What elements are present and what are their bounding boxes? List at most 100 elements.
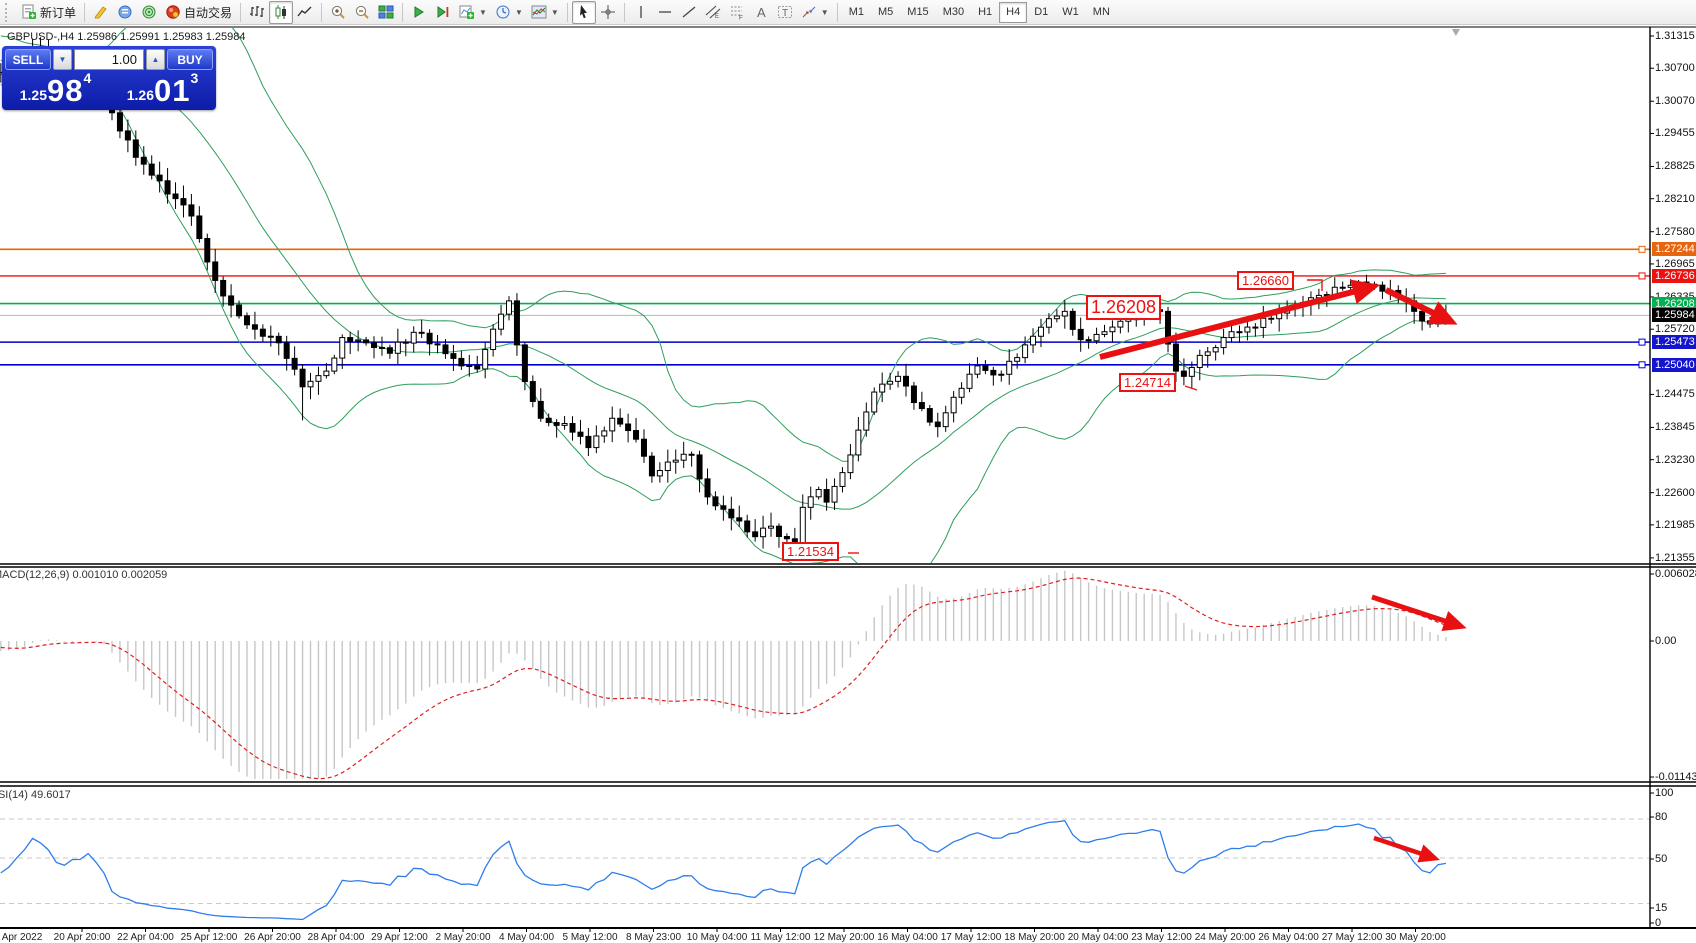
time-tick: 27 May 12:00 — [1321, 932, 1383, 943]
time-tick: 11 May 12:00 — [750, 932, 811, 943]
timeframe-mn-button[interactable]: MN — [1092, 6, 1110, 18]
chart-price-label[interactable]: 1.26660 — [1237, 271, 1294, 290]
vertical-line-button[interactable] — [629, 1, 653, 24]
mql-editor-button[interactable] — [89, 1, 113, 24]
chart-shift-button[interactable] — [431, 1, 455, 24]
chart-price-label[interactable]: 1.21534 — [782, 542, 839, 561]
clock-icon — [496, 5, 510, 19]
timeframe-m15-button[interactable]: M15 — [907, 6, 929, 18]
timeframe-h1-button[interactable]: H1 — [978, 6, 993, 18]
sell-button[interactable]: SELL — [5, 49, 51, 70]
price-tick: 1.29455 — [1655, 127, 1695, 140]
price-tick: 1.21985 — [1655, 518, 1695, 531]
zoom-out-button[interactable] — [350, 1, 374, 24]
trendline-button[interactable] — [677, 1, 701, 24]
auto-scroll-button[interactable] — [407, 1, 431, 24]
volume-decrease-button[interactable]: ▼ — [53, 49, 72, 70]
toolbar-separator — [240, 2, 242, 22]
timeframe-m30-button[interactable]: M30 — [942, 6, 965, 18]
shapes-button[interactable]: ▼ — [797, 1, 833, 24]
zoom-in-button[interactable] — [326, 1, 350, 24]
time-tick: 16 May 04:00 — [877, 932, 938, 943]
time-tick: 20 Apr 20:00 — [53, 932, 111, 943]
indicator-tick: 50 — [1655, 853, 1668, 865]
hline-handle[interactable] — [1638, 272, 1646, 280]
time-tick: 30 May 20:00 — [1385, 932, 1446, 943]
data-window-button[interactable] — [113, 1, 137, 24]
toolbar-grip — [5, 2, 14, 22]
sell-price-big: 98 — [46, 73, 84, 108]
fibonacci-button[interactable]: F — [725, 1, 749, 24]
candlestick-button[interactable] — [269, 0, 294, 24]
trend-arrow[interactable] — [1099, 279, 1381, 360]
buy-price-small: 1.26 — [126, 87, 154, 103]
chart-price-label[interactable]: 1.24714 — [1119, 373, 1176, 392]
price-badge: 1.25984 — [1652, 308, 1696, 323]
bollinger-middle — [0, 59, 1446, 510]
time-tick: 24 May 20:00 — [1194, 932, 1256, 943]
new-order-button[interactable]: 新订单 — [17, 1, 80, 24]
macd-label: MACD(12,26,9) 0.001010 0.002059 — [0, 569, 168, 581]
dropdown-caret-icon[interactable]: ▼ — [820, 7, 829, 17]
dropdown-caret-icon[interactable]: ▼ — [479, 7, 487, 17]
svg-text:E: E — [715, 14, 719, 20]
horizontal-line-button[interactable] — [653, 1, 677, 24]
crosshair-button[interactable] — [596, 1, 620, 24]
toolbar-separator — [321, 2, 323, 22]
sell-price[interactable]: 1.25 98 4 — [5, 70, 106, 108]
channel-icon: E — [705, 5, 721, 20]
indicator-tick: 0 — [1655, 917, 1662, 929]
timeframe-m5-button[interactable]: M5 — [878, 6, 894, 18]
indicator-tick: 80 — [1655, 811, 1668, 823]
timeframe-m1-button[interactable]: M1 — [848, 6, 864, 18]
navigator-icon — [142, 5, 156, 19]
templates-button[interactable]: ▼ — [527, 1, 563, 24]
line-chart-button[interactable] — [293, 1, 317, 24]
indicators-button[interactable]: ▼ — [455, 1, 491, 24]
chart-price-label[interactable]: 1.26208 — [1086, 295, 1162, 320]
rsi-line — [0, 819, 1447, 921]
price-badge: 1.27244 — [1652, 242, 1696, 257]
cursor-button[interactable] — [571, 0, 596, 24]
timeframe-d1-button[interactable]: D1 — [1034, 6, 1049, 18]
toolbar-separator — [566, 2, 568, 22]
label-button[interactable]: T — [773, 1, 797, 24]
zoom-out-icon — [355, 5, 369, 19]
buy-price[interactable]: 1.26 01 3 — [112, 70, 213, 108]
periods-button[interactable]: ▼ — [491, 1, 527, 24]
price-tick: 1.25720 — [1655, 323, 1695, 336]
navigator-button[interactable] — [137, 1, 161, 24]
text-button[interactable]: A — [749, 1, 773, 24]
timeframe-h4-button[interactable]: H4 — [999, 1, 1028, 23]
time-tick: Apr 2022 — [1, 932, 43, 943]
hline-handle[interactable] — [1638, 245, 1646, 253]
dropdown-caret-icon[interactable]: ▼ — [514, 7, 523, 17]
time-tick: 4 May 04:00 — [498, 932, 555, 943]
buy-price-big: 01 — [153, 73, 191, 108]
time-tick: 26 Apr 20:00 — [244, 932, 301, 943]
time-tick: 17 May 12:00 — [940, 932, 1002, 943]
hline-handle[interactable] — [1638, 338, 1646, 346]
sell-price-pip: 4 — [83, 70, 92, 86]
chart-shift-marker[interactable] — [1451, 29, 1460, 36]
trend-arrows-layer[interactable] — [848, 279, 1467, 863]
trend-arrow[interactable] — [1371, 594, 1467, 631]
hline-handle[interactable] — [1638, 361, 1646, 369]
bar-chart-button[interactable] — [245, 1, 269, 24]
volume-increase-button[interactable]: ▲ — [146, 49, 165, 70]
tile-windows-button[interactable] — [374, 1, 398, 24]
trend-arrow[interactable] — [1373, 835, 1440, 863]
channel-button[interactable]: E — [701, 1, 725, 24]
dropdown-caret-icon[interactable]: ▼ — [550, 7, 559, 17]
vline-icon — [640, 6, 642, 18]
trend-arrow[interactable] — [1384, 287, 1458, 325]
price-tick: 1.22600 — [1655, 486, 1695, 499]
buy-button[interactable]: BUY — [167, 49, 213, 70]
price-badge: 1.26208 — [1652, 296, 1696, 311]
autotrading-button[interactable]: 自动交易 — [161, 1, 236, 24]
timeframe-w1-button[interactable]: W1 — [1062, 6, 1079, 18]
volume-input[interactable]: 1.00 — [74, 49, 144, 70]
fibonacci-icon: F — [730, 6, 743, 20]
price-tick: 1.23230 — [1655, 453, 1695, 466]
